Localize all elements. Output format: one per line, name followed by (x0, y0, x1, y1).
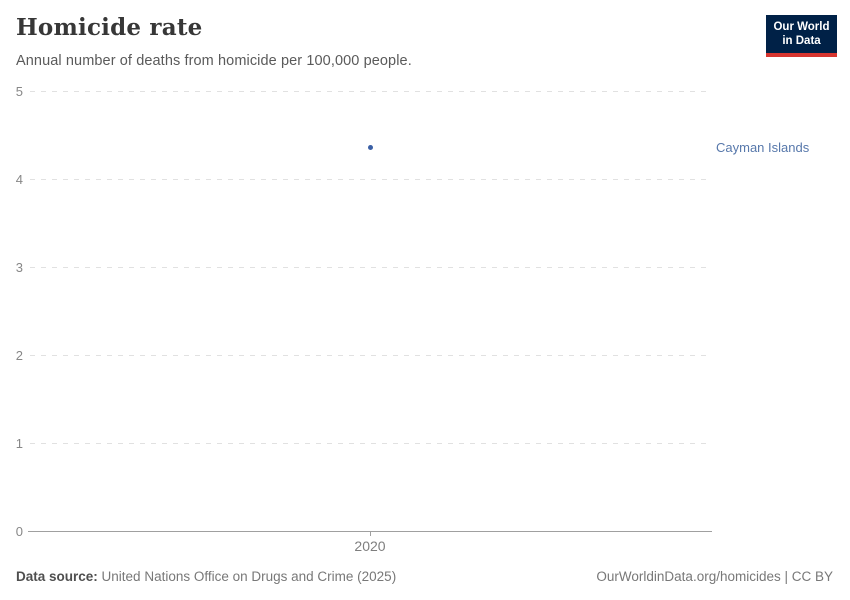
data-source-value: United Nations Office on Drugs and Crime… (101, 569, 397, 584)
owid-logo[interactable]: Our World in Data (766, 15, 837, 57)
y-tick-label: 5 (15, 84, 23, 99)
gridline (30, 91, 710, 92)
gridline (30, 179, 710, 180)
y-tick-label: 1 (15, 436, 23, 451)
entity-label[interactable]: Cayman Islands (716, 140, 810, 155)
x-tick-mark (370, 531, 371, 536)
data-point-cayman-islands[interactable] (367, 144, 373, 150)
owid-logo-line2: in Data (782, 35, 821, 48)
x-tick-label: 2020 (354, 538, 386, 554)
y-tick-label: 4 (15, 172, 23, 187)
gridline (30, 267, 710, 268)
y-tick-label: 2 (15, 348, 23, 363)
gridline (30, 355, 710, 356)
y-tick-label: 0 (15, 524, 23, 539)
y-tick-label: 3 (15, 260, 23, 275)
data-source-label: Data source: (16, 569, 98, 584)
credit-link[interactable]: OurWorldinData.org/homicides | CC BY (596, 569, 833, 584)
chart-subtitle: Annual number of deaths from homicide pe… (16, 53, 412, 69)
chart-title: Homicide rate (16, 14, 203, 41)
gridline (30, 443, 710, 444)
owid-logo-line1: Our World (773, 21, 830, 33)
x-axis-line (28, 531, 712, 532)
chart-footer: Data source: United Nations Office on Dr… (16, 569, 833, 584)
data-source: Data source: United Nations Office on Dr… (16, 569, 396, 584)
